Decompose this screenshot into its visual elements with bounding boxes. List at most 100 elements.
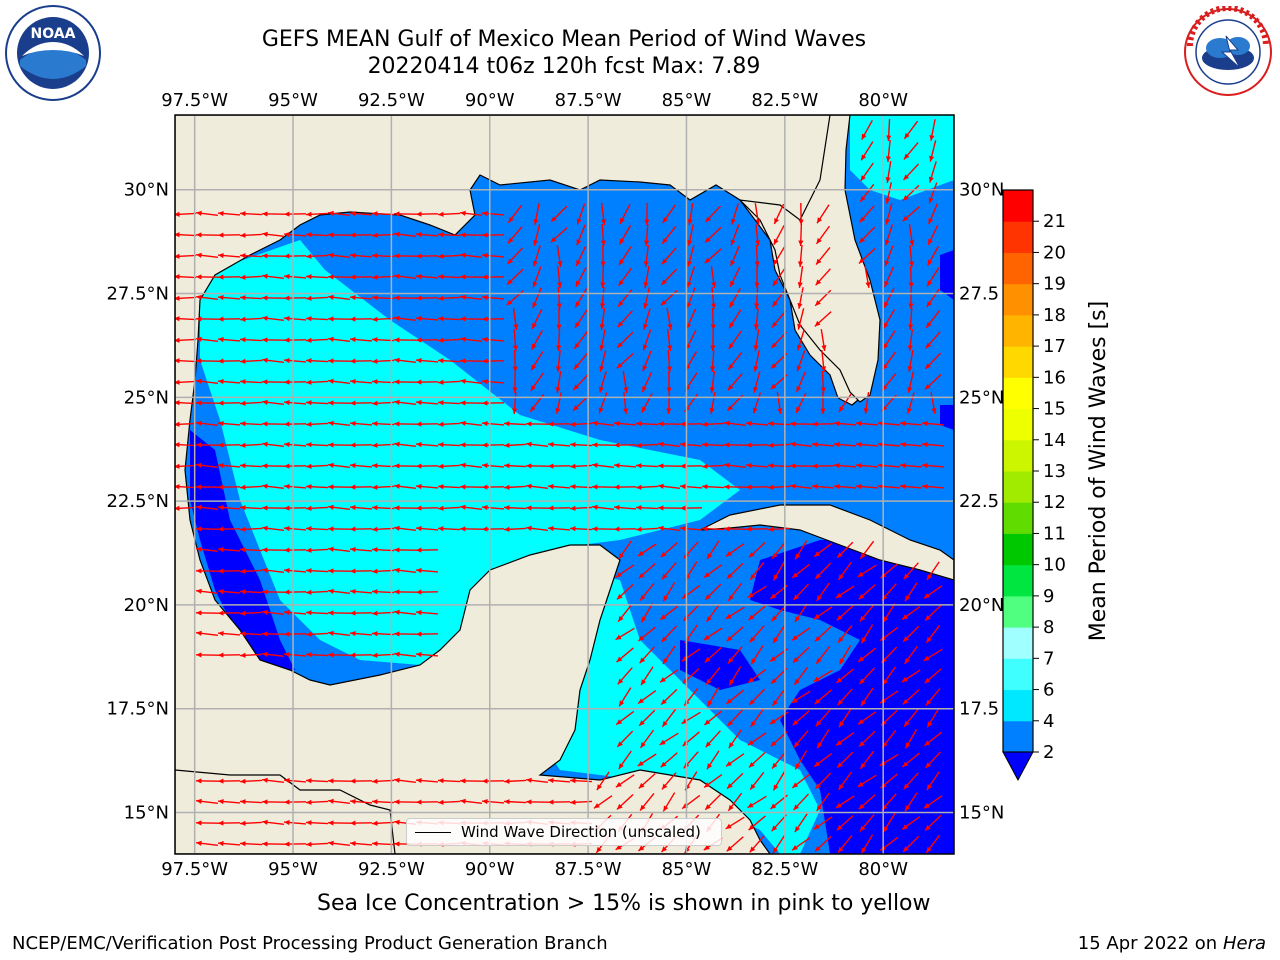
wave-arrow xyxy=(327,252,351,259)
wave-arrow xyxy=(643,287,651,309)
y-tick-label-right: 25°N xyxy=(959,387,1004,408)
wave-arrow xyxy=(481,232,505,238)
wave-arrow xyxy=(349,336,373,343)
wave-arrow xyxy=(327,358,351,364)
wave-arrow xyxy=(616,730,634,748)
wave-arrow xyxy=(907,350,914,372)
y-tick-label-right: 22.5 xyxy=(959,491,999,512)
wave-arrow xyxy=(816,729,830,749)
wave-arrow xyxy=(349,252,373,259)
wave-arrow xyxy=(657,525,681,532)
wave-arrow xyxy=(217,400,241,406)
wave-arrow xyxy=(904,729,918,749)
wave-arrow xyxy=(371,421,395,427)
x-tick-label-bottom: 97.5°W xyxy=(161,859,228,880)
wave-arrow xyxy=(415,295,439,301)
wave-arrow xyxy=(532,245,541,267)
wave-arrow xyxy=(195,504,219,511)
wave-arrow xyxy=(791,563,811,579)
wave-arrow xyxy=(437,799,461,805)
wave-arrow xyxy=(503,421,527,427)
wave-arrow xyxy=(860,624,874,644)
wave-arrow xyxy=(836,815,854,831)
wave-arrow xyxy=(835,795,855,809)
x-tick-label-top: 87.5°W xyxy=(555,90,622,111)
wave-arrow xyxy=(481,484,505,490)
wave-arrow xyxy=(283,273,307,280)
wave-arrow xyxy=(283,651,307,658)
wave-arrow xyxy=(725,689,745,705)
wave-arrow xyxy=(925,834,941,854)
wave-arrow xyxy=(679,525,703,532)
wave-arrow xyxy=(728,309,742,329)
wave-arrow xyxy=(857,647,877,663)
wave-arrow xyxy=(623,391,629,415)
y-tick-label-left: 15°N xyxy=(124,802,169,823)
wave-arrow xyxy=(726,562,744,580)
wave-arrow xyxy=(415,441,439,448)
wave-arrow xyxy=(459,316,483,322)
wave-arrow xyxy=(745,484,769,490)
y-tick-label-left: 17.5°N xyxy=(106,699,169,720)
wave-arrow xyxy=(616,331,634,349)
wave-arrow xyxy=(748,688,766,706)
wave-arrow xyxy=(616,647,634,663)
wave-arrow xyxy=(619,203,631,225)
wave-arrow xyxy=(752,392,762,414)
x-tick-label-bottom: 95°W xyxy=(268,859,318,880)
wave-arrow xyxy=(772,624,786,644)
wave-arrow xyxy=(855,462,879,469)
wave-arrow xyxy=(883,266,895,288)
wave-arrow xyxy=(393,777,417,784)
wave-arrow xyxy=(901,605,921,621)
wave-arrow xyxy=(904,792,918,812)
wave-arrow xyxy=(885,203,893,225)
wave-arrow xyxy=(393,357,417,364)
y-tick-label-right: 15°N xyxy=(959,802,1004,823)
wave-arrow xyxy=(305,841,329,847)
wave-arrow xyxy=(283,379,307,385)
wave-arrow xyxy=(836,668,854,684)
wave-arrow xyxy=(635,484,659,490)
wave-arrow xyxy=(921,462,945,469)
wave-arrow xyxy=(371,841,395,847)
wave-arrow xyxy=(525,799,549,805)
wave-arrow xyxy=(745,462,769,469)
wave-arrow xyxy=(217,210,241,217)
wave-arrow xyxy=(615,627,635,641)
wave-arrow xyxy=(794,603,808,623)
wave-arrow xyxy=(525,441,549,448)
wave-arrow xyxy=(617,267,633,287)
wave-arrow xyxy=(617,289,633,307)
x-tick-label-top: 80°W xyxy=(858,90,908,111)
map-legend: Wind Wave Direction (unscaled) xyxy=(406,818,722,846)
wave-arrow xyxy=(642,329,652,351)
chart-subtitle: 20220414 t06z 120h fcst Max: 7.89 xyxy=(367,54,761,79)
wave-arrow xyxy=(772,834,786,854)
wave-arrow xyxy=(195,336,219,343)
colorbar-segment xyxy=(1003,720,1033,753)
y-tick-label-left: 20°N xyxy=(124,595,169,616)
wave-arrow xyxy=(704,793,722,811)
wave-arrow xyxy=(327,526,351,532)
wave-arrow xyxy=(877,441,901,448)
wave-arrow xyxy=(837,561,853,581)
wave-arrow xyxy=(703,773,723,789)
wave-arrow xyxy=(638,626,656,642)
wave-arrow xyxy=(860,687,874,707)
wave-arrow xyxy=(525,421,549,427)
wave-arrow xyxy=(772,267,786,287)
wave-arrow xyxy=(771,288,787,308)
wave-arrow xyxy=(283,483,307,490)
wave-arrow xyxy=(776,392,783,414)
wave-arrow xyxy=(926,771,940,791)
wave-arrow xyxy=(175,337,197,343)
wave-arrow xyxy=(662,792,676,812)
wave-arrow xyxy=(305,211,329,217)
wave-arrow xyxy=(858,247,876,265)
wave-arrow xyxy=(796,350,806,372)
wave-arrow xyxy=(530,351,544,371)
wave-arrow xyxy=(725,606,745,620)
wave-arrow xyxy=(283,441,307,448)
wave-arrow xyxy=(217,610,241,616)
